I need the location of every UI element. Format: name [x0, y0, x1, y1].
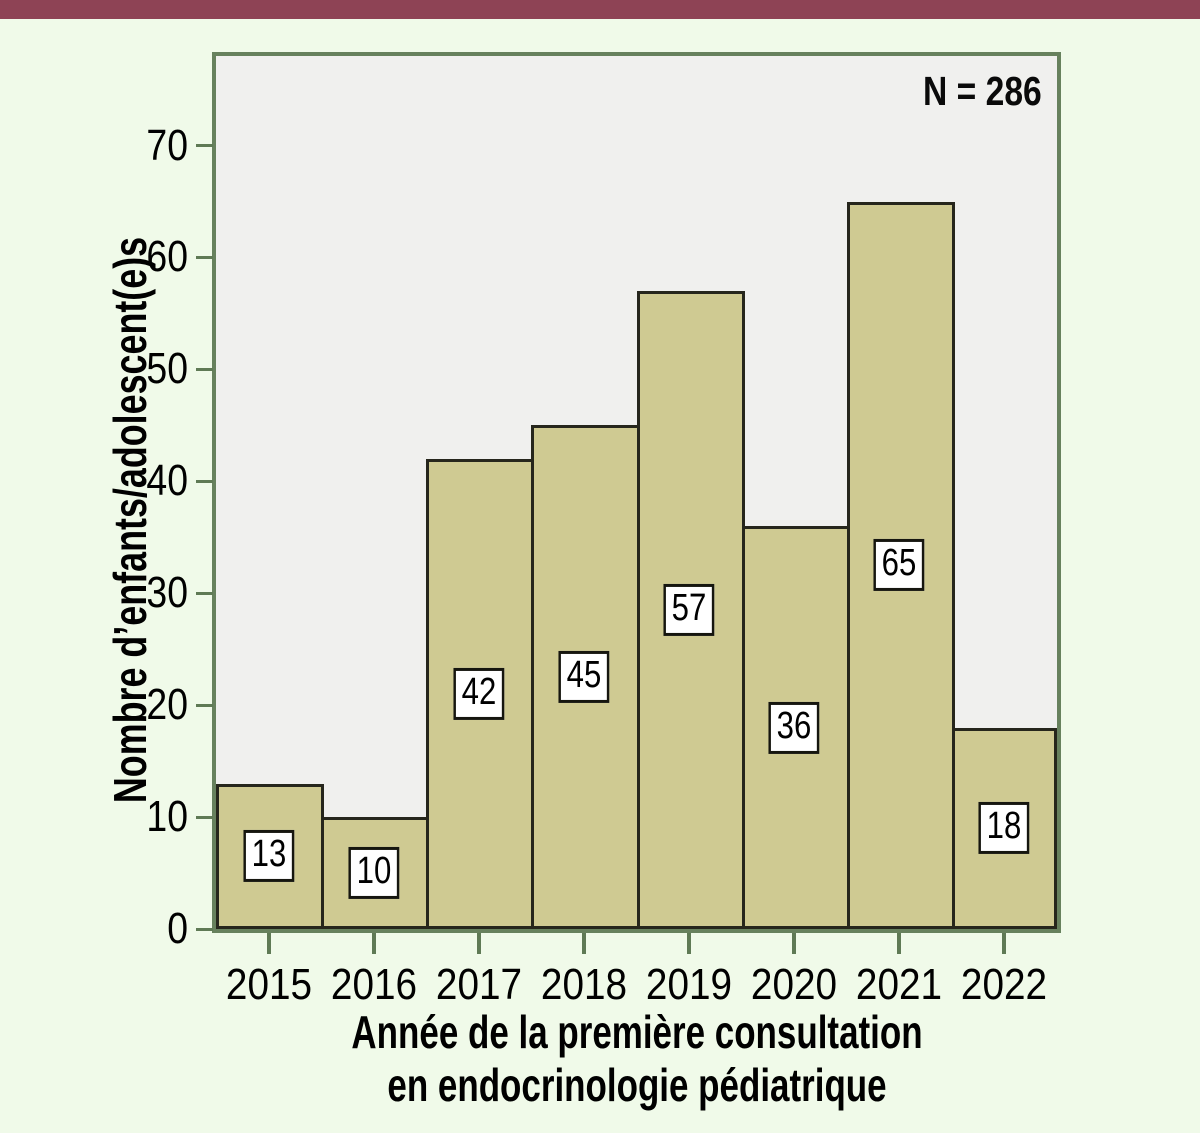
y-tick-mark-20	[196, 703, 213, 707]
x-axis-title: Année de la première consultation en end…	[257, 1006, 1017, 1112]
x-tick-mark-2020	[792, 933, 797, 954]
y-tick-mark-60	[196, 255, 213, 259]
bar-2022	[951, 727, 1057, 929]
x-tick-label-2017: 2017	[435, 960, 522, 1009]
y-tick-mark-70	[196, 144, 213, 148]
bar-value-label-2015: 13	[243, 830, 295, 883]
top-accent-bar	[0, 0, 1200, 19]
x-axis-title-line2: en endocrinologie pédiatrique	[387, 1059, 887, 1111]
y-tick-label-0: 0	[167, 904, 188, 953]
x-tick-label-2016: 2016	[330, 960, 417, 1009]
bar-value-label-2016: 10	[348, 847, 400, 899]
x-tick-mark-2021	[897, 933, 902, 954]
x-tick-label-2019: 2019	[645, 960, 733, 1009]
y-tick-mark-0	[196, 927, 213, 931]
bar-2015	[216, 783, 325, 929]
bar-value-label-2017: 42	[453, 668, 505, 720]
plot-area: 13 10 42 45 57 36 65 18	[212, 52, 1061, 933]
x-tick-label-2018: 2018	[540, 960, 628, 1009]
x-tick-mark-2018	[581, 933, 586, 954]
y-tick-mark-30	[196, 591, 213, 595]
y-tick-label-50: 50	[146, 344, 188, 394]
y-tick-label-10: 10	[146, 792, 188, 842]
x-axis-title-line1: Année de la première consultation	[351, 1006, 923, 1058]
y-tick-mark-50	[196, 367, 213, 371]
y-tick-label-20: 20	[146, 680, 188, 730]
y-tick-label-30: 30	[146, 568, 188, 618]
x-tick-label-2021: 2021	[856, 960, 943, 1009]
sample-size-annotation: N = 286	[923, 68, 1042, 114]
y-tick-label-70: 70	[146, 120, 188, 170]
bar-value-label-2019: 57	[663, 584, 715, 636]
x-tick-label-2015: 2015	[225, 960, 312, 1009]
bar-labels-layer: 13 10 42 45 57 36 65 18	[216, 56, 1057, 929]
y-tick-mark-10	[196, 815, 213, 819]
y-tick-label-60: 60	[146, 232, 188, 282]
y-tick-mark-40	[196, 479, 213, 483]
bar-value-label-2018: 45	[558, 651, 610, 704]
x-tick-mark-2016	[371, 933, 376, 954]
x-tick-label-2022: 2022	[961, 960, 1048, 1009]
x-tick-mark-2022	[1002, 933, 1007, 954]
x-tick-mark-2017	[476, 933, 481, 954]
x-tick-mark-2019	[687, 933, 692, 954]
x-tick-mark-2015	[266, 933, 271, 954]
bar-value-label-2021: 65	[873, 539, 925, 592]
x-tick-label-2020: 2020	[751, 960, 838, 1009]
bar-value-label-2020: 36	[768, 701, 820, 754]
bar-value-label-2022: 18	[978, 802, 1030, 855]
y-tick-label-40: 40	[146, 456, 188, 506]
